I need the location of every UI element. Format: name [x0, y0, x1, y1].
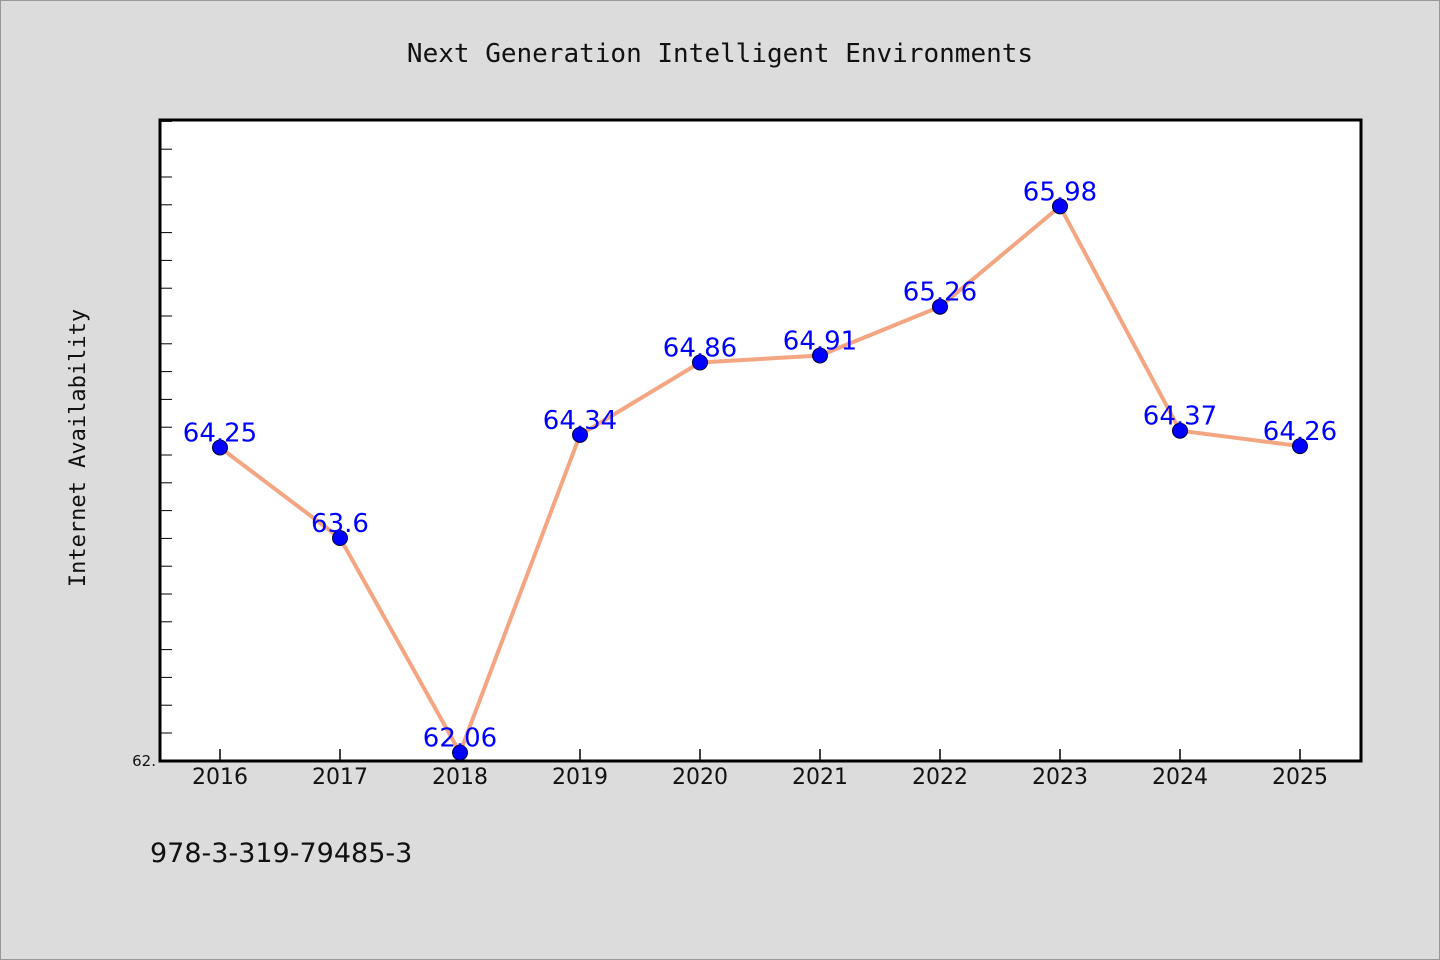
x-tick-label: 2022 [912, 765, 968, 790]
data-point [332, 530, 348, 546]
x-axis-ticks: 2016 2017 2018 2019 2020 2021 2022 2023 2024 2025 [192, 749, 1328, 790]
data-point [1052, 198, 1068, 215]
data-label: 62.06 [423, 724, 497, 754]
series-markers [212, 198, 1308, 761]
data-point [572, 426, 588, 443]
x-tick-label: 2017 [312, 765, 368, 790]
data-point [812, 347, 828, 364]
plot-area [158, 118, 1363, 763]
data-label: 63.6 [311, 509, 369, 539]
x-tick-label: 2018 [432, 765, 488, 790]
y-minor-ticks [160, 120, 172, 734]
data-labels: 64.25 63.6 62.06 64.34 64.86 64.91 65.26 65.98 6… [183, 177, 1337, 753]
data-label: 64.26 [1263, 417, 1337, 447]
data-label: 65.26 [903, 278, 977, 308]
x-tick-label: 2023 [1032, 765, 1088, 790]
data-label: 65.98 [1023, 177, 1097, 207]
x-tick-label: 2025 [1272, 765, 1328, 790]
chart-title: Next Generation Intelligent Environments [407, 39, 1033, 69]
data-point [452, 744, 468, 761]
y-axis-label: Internet Availability [66, 309, 91, 587]
data-point [1172, 422, 1188, 439]
data-label: 64.25 [183, 419, 257, 449]
data-point [692, 354, 708, 371]
y-tick-label: 62. [132, 752, 156, 770]
x-tick-label: 2020 [672, 765, 728, 790]
data-point [932, 298, 948, 315]
data-point [212, 439, 228, 456]
series-line [218, 204, 1301, 755]
x-tick-label: 2019 [552, 765, 608, 790]
footnote: 978-3-319-79485-3 [150, 838, 412, 869]
data-point [1292, 438, 1308, 455]
x-tick-label: 2024 [1152, 765, 1208, 790]
x-tick-label: 2021 [792, 765, 848, 790]
x-tick-label: 2016 [192, 765, 248, 790]
data-label: 64.91 [783, 327, 857, 357]
data-label: 64.86 [663, 334, 737, 364]
data-label: 64.34 [543, 406, 617, 436]
data-label: 64.37 [1143, 402, 1217, 432]
